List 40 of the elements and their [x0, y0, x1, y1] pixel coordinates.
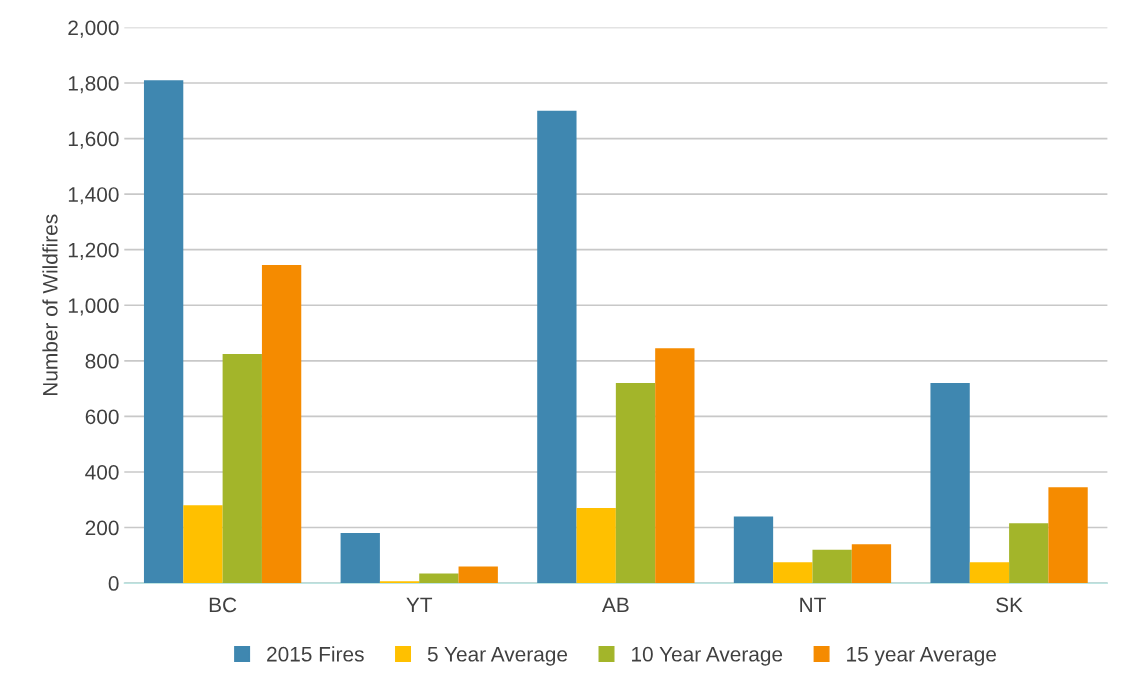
bar — [851, 544, 892, 584]
y-tick-label: 1,000 — [68, 298, 119, 316]
y-tick-label: 1,800 — [68, 76, 119, 94]
bar — [615, 383, 656, 584]
bar — [930, 383, 970, 584]
y-tick-label: 800 — [85, 353, 119, 369]
bar — [1009, 523, 1049, 584]
bar — [419, 573, 459, 584]
y-tick-label: 400 — [85, 464, 119, 480]
bar — [537, 110, 577, 584]
x-tick-label: YT — [406, 597, 433, 613]
bar — [340, 533, 380, 584]
bar — [261, 264, 302, 584]
bar — [458, 566, 498, 584]
bar — [143, 80, 184, 584]
bar — [812, 549, 852, 584]
bar — [183, 505, 223, 584]
y-tick-label: 1,200 — [68, 242, 119, 260]
y-tick-label: 1,600 — [68, 131, 119, 149]
y-tick-label: 2,000 — [68, 20, 119, 38]
x-tick-label: NT — [800, 597, 826, 613]
legend-label: 10 Year Average — [632, 646, 783, 666]
y-tick-label: 600 — [85, 409, 119, 425]
bar — [773, 562, 813, 584]
y-tick-label: 0 — [108, 576, 119, 591]
bar — [733, 516, 774, 584]
x-tick-label: BC — [209, 597, 237, 613]
x-tick-label: AB — [602, 597, 629, 613]
legend-label: 2015 Fires — [267, 646, 364, 662]
bar — [969, 562, 1010, 584]
bar — [655, 348, 695, 584]
y-axis-title: Number of Wildfires — [42, 214, 58, 396]
bar — [576, 508, 616, 584]
y-tick-label: 1,400 — [68, 187, 119, 205]
bar — [222, 353, 262, 584]
legend-label: 15 year Average — [847, 647, 996, 666]
bar — [1048, 487, 1088, 584]
y-tick-label: 200 — [85, 520, 119, 536]
legend-label: 5 Year Average — [427, 647, 568, 666]
x-tick-label: SK — [996, 597, 1023, 613]
